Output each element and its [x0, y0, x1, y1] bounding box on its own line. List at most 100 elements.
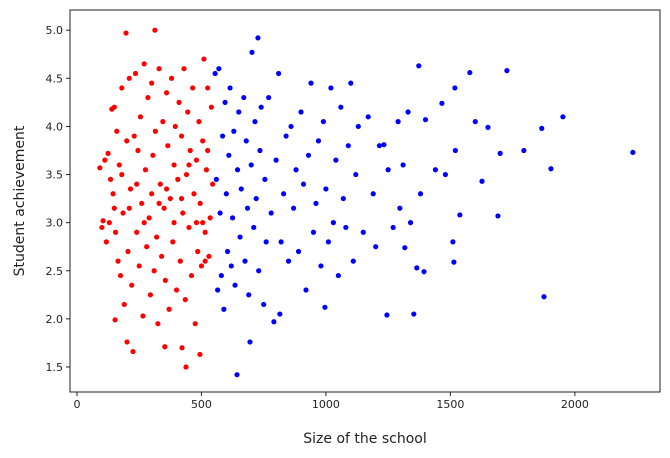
- point: [161, 205, 167, 211]
- point: [521, 147, 527, 154]
- point: [450, 239, 456, 245]
- point: [497, 150, 503, 156]
- point: [373, 244, 379, 250]
- point: [247, 339, 253, 345]
- point: [451, 259, 457, 265]
- point: [295, 248, 302, 255]
- point: [124, 339, 130, 345]
- point: [205, 85, 211, 91]
- point: [348, 80, 354, 86]
- point: [162, 277, 168, 283]
- point: [325, 239, 332, 245]
- point: [191, 191, 197, 197]
- point: [127, 186, 134, 192]
- point: [252, 119, 258, 125]
- point: [192, 321, 198, 327]
- point: [234, 167, 241, 173]
- point: [560, 114, 566, 120]
- point: [246, 292, 252, 298]
- point: [414, 265, 420, 271]
- point: [106, 220, 112, 226]
- y-tick-label: 3.5: [46, 169, 64, 182]
- point: [439, 100, 445, 106]
- point: [416, 63, 422, 69]
- point: [400, 162, 406, 168]
- point: [308, 80, 314, 86]
- point: [333, 157, 339, 163]
- point: [285, 258, 292, 264]
- point: [177, 258, 183, 264]
- point: [193, 157, 200, 163]
- point: [384, 312, 390, 318]
- point: [268, 210, 274, 216]
- point: [504, 68, 510, 74]
- y-tick-label: 2.0: [46, 313, 64, 326]
- point: [227, 85, 233, 91]
- point: [171, 220, 177, 226]
- point: [257, 147, 263, 154]
- point: [313, 200, 319, 207]
- x-tick-label: 0: [73, 398, 80, 411]
- point: [226, 152, 232, 158]
- point: [115, 258, 121, 264]
- point: [251, 224, 257, 231]
- y-axis-label: Student achievement: [12, 125, 28, 276]
- point: [186, 224, 192, 231]
- point: [179, 345, 185, 351]
- point: [234, 372, 240, 378]
- point: [165, 143, 171, 149]
- point: [112, 229, 119, 235]
- point: [472, 119, 478, 125]
- point: [183, 364, 189, 370]
- point: [262, 176, 268, 182]
- point: [237, 234, 243, 240]
- point: [421, 269, 427, 275]
- point: [263, 239, 269, 245]
- point: [120, 210, 126, 216]
- point: [126, 205, 132, 211]
- point: [105, 150, 111, 156]
- point: [200, 220, 206, 226]
- point: [136, 263, 142, 269]
- point: [187, 147, 193, 154]
- point: [271, 319, 277, 325]
- point: [343, 224, 349, 231]
- point: [125, 248, 131, 255]
- point: [261, 301, 267, 308]
- point: [172, 123, 178, 130]
- point: [205, 147, 211, 154]
- point: [328, 85, 334, 91]
- point: [175, 176, 181, 182]
- point: [202, 258, 208, 264]
- point: [162, 344, 168, 350]
- point: [452, 147, 458, 154]
- point: [315, 138, 322, 144]
- point: [293, 167, 299, 173]
- point: [340, 195, 346, 202]
- point: [135, 147, 141, 154]
- point: [103, 239, 109, 245]
- point: [188, 272, 195, 279]
- point: [288, 123, 294, 130]
- point: [249, 49, 255, 55]
- point: [405, 109, 411, 115]
- point: [322, 304, 328, 310]
- point: [160, 119, 166, 125]
- point: [370, 191, 376, 197]
- point: [121, 301, 127, 308]
- point: [100, 218, 106, 224]
- point: [157, 181, 163, 187]
- point: [218, 272, 224, 279]
- point: [208, 104, 215, 110]
- point: [350, 258, 356, 264]
- point: [397, 205, 403, 211]
- point: [220, 133, 226, 139]
- point: [111, 104, 117, 110]
- point: [381, 142, 387, 148]
- point: [99, 224, 105, 231]
- point: [402, 245, 408, 251]
- point: [224, 248, 231, 255]
- y-tick-label: 2.5: [46, 265, 64, 278]
- point: [193, 220, 200, 226]
